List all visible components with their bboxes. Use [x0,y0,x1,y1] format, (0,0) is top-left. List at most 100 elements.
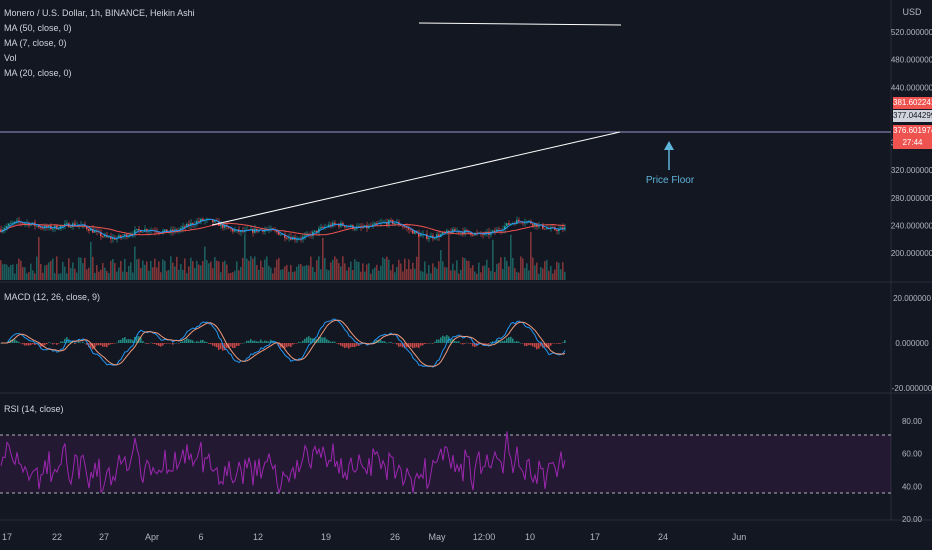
macd-hist-bar [48,342,50,343]
volume-bar [522,258,524,280]
macd-hist-bar [198,341,200,343]
volume-bar [534,265,536,280]
candle-body [446,230,448,233]
volume-bar [204,246,206,280]
macd-hist-bar [508,337,510,343]
volume-bar [276,259,278,280]
candle-body [142,231,144,233]
candle-body [118,235,120,238]
legend-vol[interactable]: Vol [4,53,17,63]
macd-hist-bar [64,338,66,343]
volume-bar [500,257,502,280]
volume-bar [378,270,380,280]
volume-bar [86,269,88,280]
volume-bar [10,265,12,280]
macd-hist-bar [416,343,418,348]
volume-bar [516,271,518,280]
candle-body [0,229,2,232]
candle-body [88,229,90,231]
volume-bar [28,272,30,280]
volume-bar [286,264,288,280]
volume-bar [490,270,492,280]
volume-bar [264,259,266,280]
ascending-trendline[interactable] [211,131,621,226]
candle-body [358,226,360,227]
volume-bar [186,273,188,280]
volume-bar [120,260,122,280]
candle-body [418,232,420,237]
macd-hist-bar [460,343,462,344]
legend-ma7[interactable]: MA (7, close, 0) [4,38,67,48]
macd-hist-bar [242,342,244,344]
macd-hist-bar [128,339,130,343]
macd-hist-bar [462,343,464,345]
time-tick-label: May [428,532,446,542]
macd-hist-bar [466,342,468,344]
resistance-line[interactable] [418,22,622,26]
volume-bar [546,259,548,280]
candle-body [280,234,282,236]
volume-bar [158,261,160,280]
volume-bar [526,263,528,280]
macd-hist-bar [152,343,154,344]
macd-hist-bar [50,342,52,344]
volume-bar [356,261,358,280]
volume-bar [392,264,394,280]
volume-bar [352,269,354,280]
macd-hist-bar [530,343,532,346]
volume-bar [292,272,294,280]
candle-body [372,224,374,227]
volume-bar [242,257,244,280]
time-tick-label: 17 [2,532,12,542]
macd-hist-bar [28,343,30,346]
volume-bar [196,260,198,280]
volume-bar [124,258,126,280]
symbol-title[interactable]: Monero / U.S. Dollar, 1h, BINANCE, Heiki… [4,8,195,18]
macd-hist-bar [16,340,18,343]
macd-label[interactable]: MACD (12, 26, close, 9) [4,292,101,302]
volume-bar [358,261,360,280]
macd-hist-bar [184,340,186,343]
macd-hist-bar [190,339,192,343]
macd-hist-bar [334,341,336,343]
volume-bar [340,266,342,280]
volume-bar [172,262,174,280]
macd-hist-bar [418,343,420,348]
candle-body [52,228,54,230]
macd-hist-bar [176,342,178,344]
volume-bar [114,263,116,280]
legend-ma20[interactable]: MA (20, close, 0) [4,68,72,78]
candle-body [264,229,266,232]
macd-hist-bar [502,340,504,343]
volume-bar [382,257,384,280]
macd-hist-bar [246,340,248,343]
volume-bar [454,270,456,280]
volume-bar [316,260,318,280]
volume-bar [304,265,306,280]
ma7-line [0,218,566,240]
macd-hist-bar [314,338,316,343]
macd-hist-bar [12,339,14,343]
candle-body [4,228,6,230]
macd-hist-bar [142,341,144,343]
volume-bar [260,260,262,280]
macd-hist-bar [520,342,522,344]
macd-hist-bar [188,339,190,343]
volume-bar [64,266,66,280]
volume-bar [18,258,20,280]
macd-hist-bar [532,343,534,347]
macd-hist-bar [96,343,98,346]
macd-hist-bar [194,342,196,343]
volume-bar [154,258,156,280]
volume-bar [424,261,426,280]
legend-ma50[interactable]: MA (50, close, 0) [4,23,72,33]
candle-body [200,218,202,222]
macd-hist-bar [196,341,198,343]
volume-bar [456,260,458,280]
rsi-label[interactable]: RSI (14, close) [4,404,64,414]
macd-hist-bar [306,337,308,343]
macd-hist-bar [112,343,114,344]
volume-bar [478,262,480,280]
volume-bar [34,273,36,280]
